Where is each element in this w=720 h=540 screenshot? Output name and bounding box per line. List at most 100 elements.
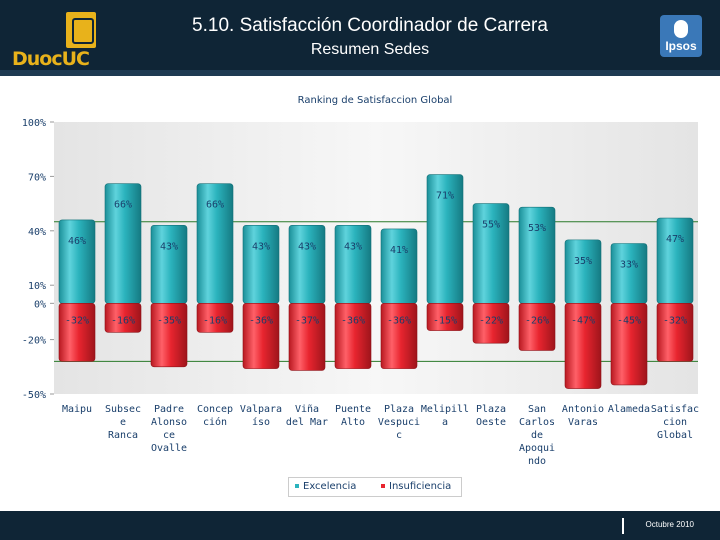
bar-insuficiencia [380, 303, 418, 369]
x-tick-label-line: Satisfac [651, 404, 699, 415]
bar-insuficiencia [196, 303, 234, 333]
ipsos-wordmark: Ipsos [665, 39, 697, 53]
bar-excelencia [472, 203, 510, 304]
x-tick-label-line: Oeste [476, 417, 506, 428]
duocuc-logo: DuocUC [12, 12, 96, 70]
x-tick-label-line: ción [203, 416, 227, 428]
x-tick-label-line: ndo [528, 456, 546, 467]
x-tick-label-line: Subsec [105, 404, 141, 415]
bar-excelencia [334, 225, 372, 304]
bar-excelencia [656, 217, 694, 304]
x-tick-label-line: Valpara [240, 404, 282, 415]
y-tick-label: -20% [22, 336, 46, 347]
x-tick-label-line: Vespuci [378, 417, 420, 428]
data-label-excelencia: 47% [666, 234, 684, 245]
y-tick-label: -50% [22, 390, 46, 401]
x-tick-label-line: Ovalle [151, 443, 187, 454]
bar-excelencia [242, 225, 280, 304]
x-tick-label-line: Padre [154, 404, 184, 415]
bar-excelencia [58, 219, 96, 304]
x-tick-label-line: San [528, 404, 546, 415]
data-label-insuficiencia: -16% [111, 315, 135, 326]
data-label-insuficiencia: -22% [479, 315, 503, 326]
data-label-insuficiencia: -36% [249, 315, 273, 326]
x-tick-label: Padre Alonso ce Ovalle [151, 404, 187, 454]
data-label-excelencia: 46% [68, 236, 86, 247]
bar-insuficiencia [656, 303, 694, 362]
data-label-excelencia: 43% [344, 241, 362, 252]
x-tick-label-line: Alonso [151, 417, 187, 428]
x-tick-label-line: Melipill [421, 404, 469, 415]
duocuc-wordmark: DuocUC [12, 48, 90, 70]
legend-swatch-insuficiencia [381, 484, 385, 488]
data-label-excelencia: 66% [206, 200, 224, 211]
x-tick-label-line: Viña [295, 404, 319, 415]
data-label-excelencia: 71% [436, 191, 454, 202]
x-tick-label-line: c [396, 430, 402, 441]
bar-excelencia [288, 225, 326, 304]
x-tick-label-line: Plaza [476, 404, 506, 415]
data-label-insuficiencia: -36% [341, 315, 365, 326]
x-tick-label-line: Concep [197, 404, 233, 415]
x-tick-label-line: Plaza [384, 404, 414, 415]
bar-insuficiencia [564, 303, 602, 389]
bar-excelencia [518, 206, 556, 304]
data-label-insuficiencia: -26% [525, 315, 549, 326]
data-label-insuficiencia: -16% [203, 315, 227, 326]
bar-excelencia [150, 225, 188, 304]
y-tick-label: 0% [34, 299, 46, 310]
data-label-excelencia: 43% [160, 241, 178, 252]
x-tick-label: Plaza Oeste [476, 404, 506, 428]
data-label-excelencia: 43% [298, 241, 316, 252]
x-tick-label-line: Alto [341, 417, 365, 428]
bar-insuficiencia [288, 303, 326, 371]
data-label-insuficiencia: -37% [295, 315, 319, 326]
x-tick-label-line: Alameda [608, 404, 650, 415]
x-tick-label-line: Varas [568, 417, 598, 428]
duocuc-crest-icon [66, 12, 96, 48]
x-tick-label-line: Puente [335, 404, 371, 415]
data-label-excelencia: 33% [620, 259, 638, 270]
data-label-excelencia: 53% [528, 223, 546, 234]
header-bar: DuocUC 5.10. Satisfacción Coordinador de… [0, 0, 720, 76]
data-label-insuficiencia: -15% [433, 315, 457, 326]
page-title: 5.10. Satisfacción Coordinador de Carrer… [192, 15, 548, 36]
x-tick-label-line: a [442, 417, 448, 428]
bar-excelencia [610, 243, 648, 304]
y-tick-label: 70% [28, 172, 46, 183]
x-tick-label-line: Apoqui [519, 443, 555, 454]
legend-label-excelencia: Excelencia [303, 481, 357, 492]
x-tick-label: Antonio Varas [562, 404, 604, 428]
x-tick-label-line: del Mar [286, 417, 328, 428]
bar-insuficiencia [104, 303, 142, 333]
x-tick-label: Satisfac cion Global [651, 404, 699, 441]
x-tick-label-line: cion [663, 417, 687, 428]
bar-insuficiencia [242, 303, 280, 369]
data-label-excelencia: 43% [252, 241, 270, 252]
x-tick-label-line: Antonio [562, 404, 604, 415]
x-tick-label-line: Ranca [108, 430, 138, 441]
bar-insuficiencia [610, 303, 648, 386]
bar-insuficiencia [472, 303, 510, 344]
bar-insuficiencia [58, 303, 96, 362]
header-accent-line [0, 70, 720, 76]
x-tick-label-line: íso [252, 416, 270, 428]
legend-swatch-excelencia [295, 484, 299, 488]
ipsos-logo: Ipsos [660, 15, 702, 57]
legend-label-insuficiencia: Insuficiencia [389, 481, 452, 492]
x-tick-label-line: de [531, 430, 543, 441]
bar-insuficiencia [426, 303, 464, 331]
x-tick-label: Puente Alto [335, 404, 371, 428]
bar-insuficiencia [150, 303, 188, 368]
data-label-excelencia: 35% [574, 256, 592, 267]
bar-excelencia [564, 239, 602, 304]
x-tick-label: Alameda [608, 404, 650, 415]
data-label-insuficiencia: -32% [663, 315, 687, 326]
x-tick-label-line: Carlos [519, 417, 555, 428]
data-label-insuficiencia: -47% [571, 315, 595, 326]
y-tick-label: 40% [28, 227, 46, 238]
x-tick-label: Valpara íso [240, 404, 282, 428]
data-label-insuficiencia: -35% [157, 315, 181, 326]
data-label-excelencia: 55% [482, 220, 500, 231]
